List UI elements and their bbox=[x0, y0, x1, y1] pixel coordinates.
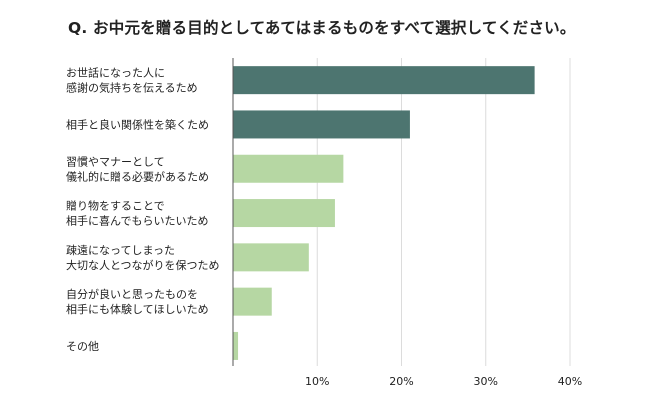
x-axis-ticks: 10% 20% 30% 40% bbox=[305, 375, 582, 388]
bar-4 bbox=[233, 199, 335, 228]
x-tick-label-3: 30% bbox=[474, 375, 498, 388]
x-tick-label-4: 40% bbox=[558, 375, 582, 388]
x-tick-label-1: 10% bbox=[305, 375, 329, 388]
category-label-6: 自分が良いと思ったものを相手にも体験してほしいため bbox=[66, 287, 209, 316]
bar-2 bbox=[233, 110, 410, 139]
category-label-2: 相手と良い関係性を築くため bbox=[66, 117, 209, 131]
category-label-1: お世話になった人に感謝の気持ちを伝えるため bbox=[66, 66, 198, 95]
category-label-4: 贈り物をすることで相手に喜んでもらいたいため bbox=[66, 199, 208, 228]
bar-6 bbox=[233, 287, 272, 316]
bar-5 bbox=[233, 243, 309, 272]
category-label-3: 習慣やマナーとして儀礼的に贈る必要があるため bbox=[66, 154, 209, 183]
bar-1 bbox=[233, 66, 535, 95]
bar-7 bbox=[233, 331, 239, 360]
chart-title: Q. お中元を贈る目的としてあてはまるものをすべて選択してください。 bbox=[68, 19, 576, 37]
category-label-7: その他 bbox=[66, 340, 99, 353]
category-label-5: 疎遠になってしまった大切な人とつながりを保つため bbox=[66, 244, 220, 272]
bar-3 bbox=[233, 154, 344, 183]
gridlines bbox=[316, 58, 571, 366]
bars bbox=[233, 66, 535, 360]
x-tick-label-2: 20% bbox=[389, 375, 413, 388]
category-labels: お世話になった人に感謝の気持ちを伝えるため相手と良い関係性を築くため習慣やマナー… bbox=[66, 66, 220, 353]
